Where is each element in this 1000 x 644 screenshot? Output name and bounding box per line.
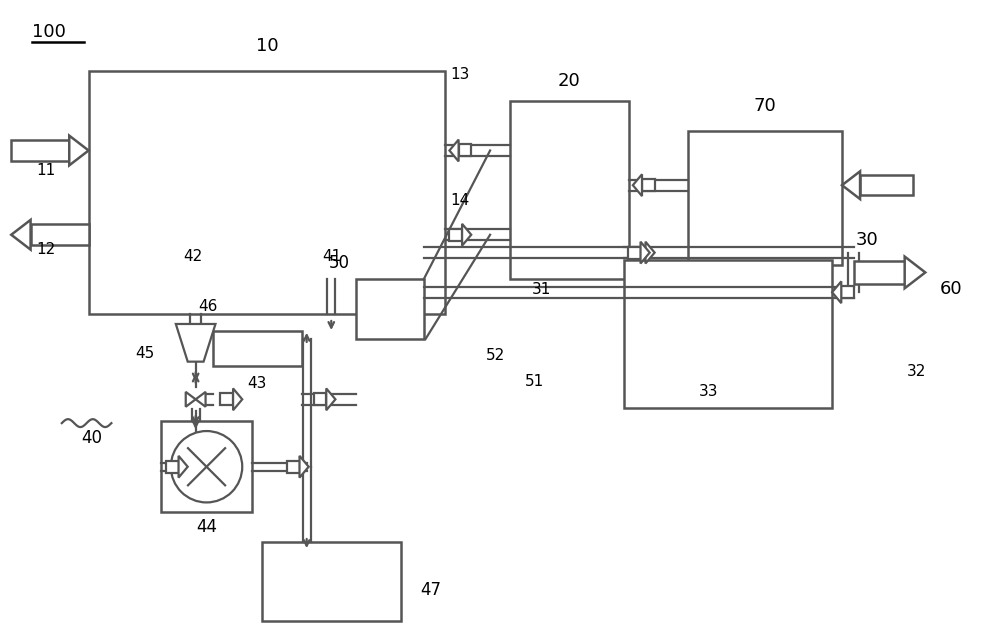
Polygon shape bbox=[645, 242, 655, 263]
Text: 46: 46 bbox=[198, 299, 217, 314]
Text: 32: 32 bbox=[907, 364, 926, 379]
Bar bbox=[841, 287, 854, 298]
Bar bbox=[356, 279, 424, 339]
Polygon shape bbox=[633, 175, 642, 196]
Text: 42: 42 bbox=[183, 249, 202, 264]
Bar bbox=[11, 140, 69, 161]
Bar bbox=[642, 179, 655, 191]
Text: 40: 40 bbox=[81, 429, 102, 447]
Polygon shape bbox=[449, 140, 459, 162]
Bar bbox=[31, 224, 89, 245]
Polygon shape bbox=[179, 456, 188, 478]
Polygon shape bbox=[905, 256, 925, 289]
Bar bbox=[633, 247, 645, 259]
Bar bbox=[860, 175, 913, 195]
Bar bbox=[220, 393, 233, 405]
Bar bbox=[89, 71, 445, 314]
Bar bbox=[287, 460, 300, 473]
Polygon shape bbox=[233, 388, 242, 410]
Text: 43: 43 bbox=[247, 376, 267, 391]
Polygon shape bbox=[842, 171, 860, 199]
Bar bbox=[628, 247, 641, 259]
Text: 10: 10 bbox=[256, 37, 278, 55]
Bar bbox=[166, 460, 179, 473]
Text: 33: 33 bbox=[698, 384, 718, 399]
Text: 47: 47 bbox=[420, 581, 441, 599]
Text: 30: 30 bbox=[855, 231, 878, 249]
Text: 13: 13 bbox=[451, 67, 470, 82]
Text: 44: 44 bbox=[196, 518, 217, 536]
Circle shape bbox=[171, 431, 242, 502]
Text: 50: 50 bbox=[329, 254, 350, 272]
Text: 100: 100 bbox=[32, 23, 66, 41]
Text: 20: 20 bbox=[558, 72, 581, 90]
Bar bbox=[510, 101, 629, 279]
Text: 70: 70 bbox=[753, 97, 776, 115]
Bar bbox=[314, 393, 326, 405]
Polygon shape bbox=[641, 242, 650, 263]
Bar bbox=[262, 542, 401, 621]
Bar bbox=[449, 229, 462, 241]
Polygon shape bbox=[832, 281, 841, 303]
Text: 60: 60 bbox=[940, 280, 962, 298]
Bar bbox=[854, 261, 905, 284]
Polygon shape bbox=[196, 392, 206, 407]
Text: 41: 41 bbox=[322, 249, 341, 264]
Polygon shape bbox=[300, 456, 309, 478]
Bar bbox=[459, 144, 471, 156]
Bar bbox=[688, 131, 842, 265]
Text: 52: 52 bbox=[485, 348, 505, 363]
Polygon shape bbox=[462, 224, 471, 245]
Text: 31: 31 bbox=[532, 282, 551, 297]
Bar bbox=[213, 331, 302, 366]
Text: 14: 14 bbox=[451, 193, 470, 207]
Polygon shape bbox=[186, 392, 196, 407]
Text: 11: 11 bbox=[36, 163, 56, 178]
Text: 51: 51 bbox=[525, 374, 544, 389]
Bar bbox=[624, 260, 832, 408]
Polygon shape bbox=[326, 388, 335, 410]
Text: 12: 12 bbox=[36, 242, 56, 257]
Polygon shape bbox=[69, 136, 89, 166]
Bar bbox=[161, 421, 252, 513]
Polygon shape bbox=[176, 324, 215, 362]
Text: 45: 45 bbox=[135, 346, 155, 361]
Polygon shape bbox=[11, 220, 31, 250]
